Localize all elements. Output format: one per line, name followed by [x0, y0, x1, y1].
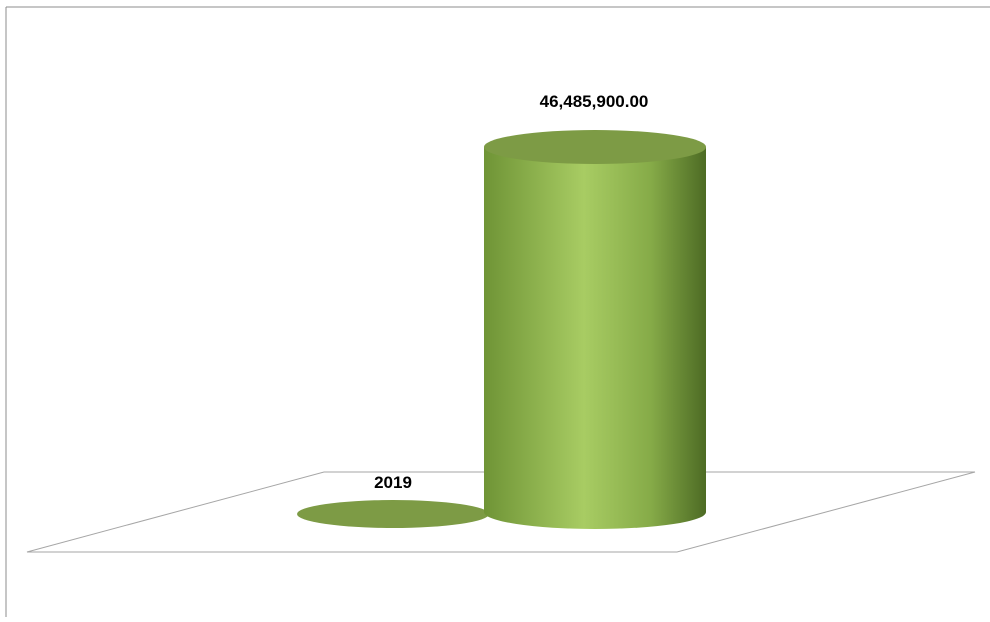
data-label-2019: 2019	[374, 473, 412, 492]
cylinder-bar-0	[297, 500, 489, 528]
data-label-value: 46,485,900.00	[540, 92, 649, 111]
cylinder-body-1	[484, 147, 706, 529]
cylinder-top-1	[484, 130, 706, 164]
chart-floor	[26, 471, 976, 553]
cylinder-bar-1	[484, 130, 706, 529]
cylinder-top-0	[297, 500, 489, 528]
chart-marks	[297, 130, 706, 529]
